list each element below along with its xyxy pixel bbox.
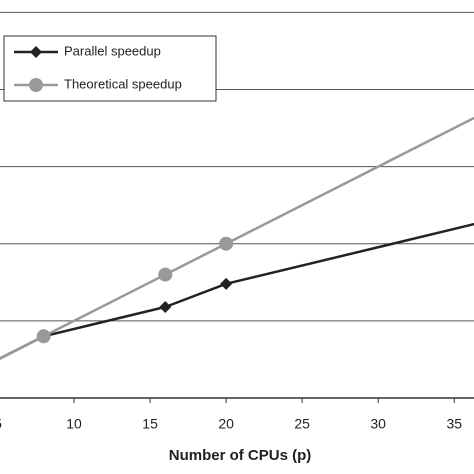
point <box>220 277 233 290</box>
point <box>36 329 51 344</box>
x-axis-label: Number of CPUs (p) <box>169 447 312 464</box>
x-tick-label: 25 <box>294 416 310 432</box>
legend-marker <box>30 46 42 58</box>
x-tick-label: 10 <box>66 416 82 432</box>
series-line <box>0 222 474 360</box>
point <box>219 236 234 251</box>
x-tick-label: 15 <box>142 416 158 432</box>
legend-label: Theoretical speedup <box>64 76 182 91</box>
point <box>158 267 173 282</box>
legend: Parallel speedup Theoretical speedup <box>3 35 217 102</box>
legend-marker <box>29 78 43 92</box>
x-tick-label: 20 <box>218 416 234 432</box>
x-tick-label: 35 <box>446 416 462 432</box>
x-tick-label: 5 <box>0 416 2 432</box>
x-tick-label: 30 <box>370 416 386 432</box>
legend-label: Parallel speedup <box>64 43 161 58</box>
axes: 5 10 15 20 25 30 35 <box>0 397 474 432</box>
point <box>159 300 172 313</box>
plot-area <box>0 116 474 360</box>
series-line <box>0 116 474 360</box>
